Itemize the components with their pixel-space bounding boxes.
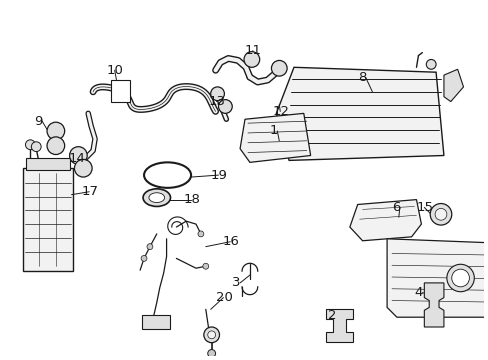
Ellipse shape bbox=[149, 193, 164, 203]
Circle shape bbox=[429, 203, 451, 225]
Circle shape bbox=[446, 264, 473, 292]
Circle shape bbox=[25, 140, 35, 150]
Polygon shape bbox=[325, 309, 352, 342]
Text: 13: 13 bbox=[208, 95, 225, 108]
Polygon shape bbox=[240, 113, 310, 162]
Bar bbox=[22, 168, 73, 271]
Circle shape bbox=[451, 269, 468, 287]
Text: 11: 11 bbox=[244, 44, 262, 57]
Circle shape bbox=[218, 100, 232, 113]
Polygon shape bbox=[349, 199, 421, 241]
Circle shape bbox=[141, 256, 147, 261]
Text: 3: 3 bbox=[232, 276, 240, 289]
Bar bbox=[142, 315, 169, 329]
Text: 8: 8 bbox=[357, 71, 366, 84]
Text: 12: 12 bbox=[272, 105, 289, 118]
Polygon shape bbox=[443, 69, 463, 102]
Text: 2: 2 bbox=[327, 309, 336, 322]
Circle shape bbox=[198, 231, 203, 237]
Text: 20: 20 bbox=[215, 291, 232, 304]
Circle shape bbox=[47, 137, 64, 154]
Text: 17: 17 bbox=[81, 185, 98, 198]
Bar bbox=[110, 80, 130, 102]
Circle shape bbox=[69, 147, 87, 164]
Polygon shape bbox=[276, 67, 443, 161]
Circle shape bbox=[210, 87, 224, 100]
Circle shape bbox=[31, 142, 41, 152]
Text: 9: 9 bbox=[34, 115, 42, 128]
Circle shape bbox=[147, 244, 153, 249]
Text: 18: 18 bbox=[183, 193, 200, 206]
Circle shape bbox=[74, 159, 92, 177]
Ellipse shape bbox=[143, 189, 170, 206]
Circle shape bbox=[203, 263, 208, 269]
Text: 16: 16 bbox=[222, 235, 239, 248]
Circle shape bbox=[244, 51, 259, 67]
Polygon shape bbox=[424, 283, 443, 327]
Circle shape bbox=[434, 208, 446, 220]
Text: 15: 15 bbox=[416, 201, 432, 214]
Text: 6: 6 bbox=[391, 201, 400, 214]
Circle shape bbox=[426, 59, 435, 69]
Polygon shape bbox=[386, 239, 488, 317]
Circle shape bbox=[47, 122, 64, 140]
Circle shape bbox=[203, 327, 219, 343]
Text: 19: 19 bbox=[210, 168, 227, 181]
Text: 14: 14 bbox=[68, 152, 85, 165]
Text: 1: 1 bbox=[269, 125, 277, 138]
Bar bbox=[26, 158, 69, 170]
Text: 4: 4 bbox=[414, 286, 422, 299]
Circle shape bbox=[207, 350, 215, 357]
Circle shape bbox=[207, 331, 215, 339]
Text: 10: 10 bbox=[106, 64, 123, 77]
Circle shape bbox=[271, 60, 286, 76]
